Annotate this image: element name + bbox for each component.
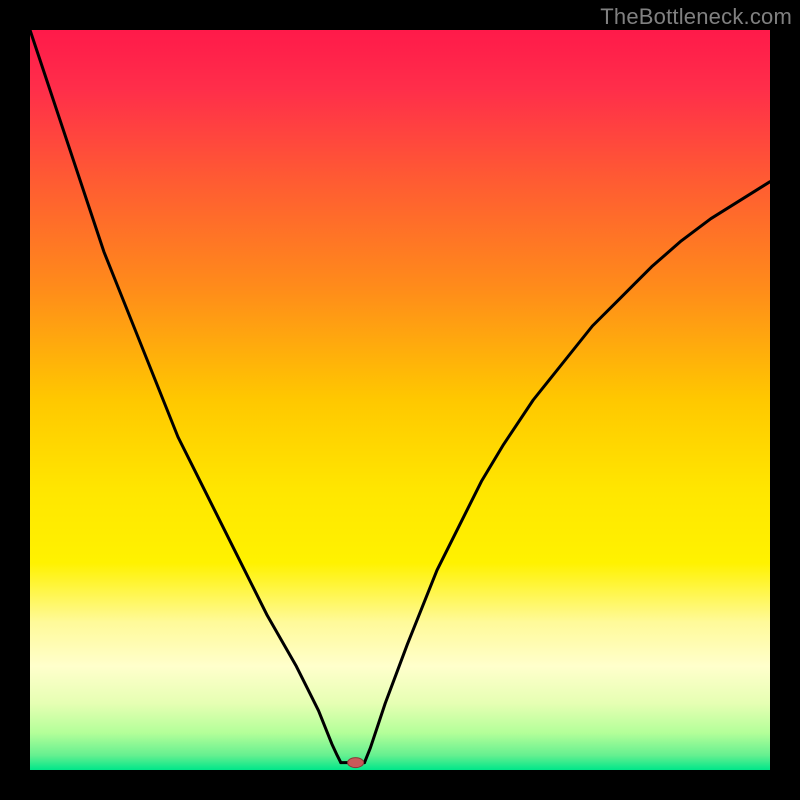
bottleneck-marker bbox=[348, 758, 364, 768]
curve-left-branch bbox=[30, 30, 341, 763]
watermark-text: TheBottleneck.com bbox=[600, 4, 792, 30]
marker-group bbox=[348, 758, 364, 768]
plot-area bbox=[30, 30, 770, 770]
curve-group bbox=[30, 30, 770, 763]
curve-layer bbox=[30, 30, 770, 770]
curve-right-branch bbox=[364, 182, 770, 763]
chart-container: TheBottleneck.com bbox=[0, 0, 800, 800]
